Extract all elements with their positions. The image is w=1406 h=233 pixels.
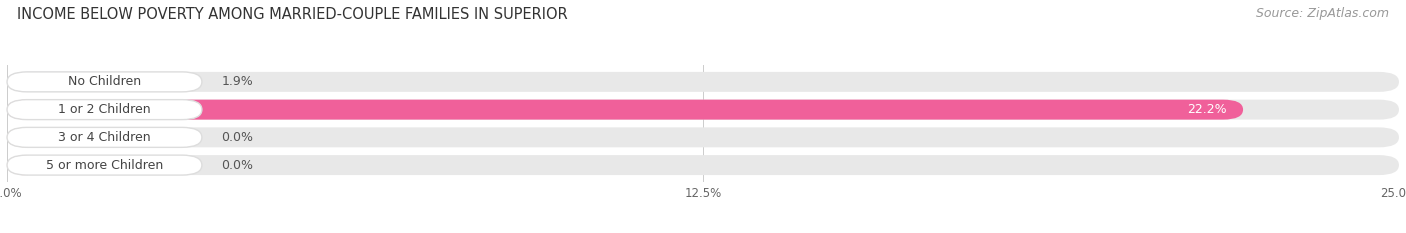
Text: 5 or more Children: 5 or more Children <box>46 159 163 171</box>
FancyBboxPatch shape <box>7 155 41 175</box>
FancyBboxPatch shape <box>7 127 202 147</box>
FancyBboxPatch shape <box>7 127 41 147</box>
FancyBboxPatch shape <box>7 100 1399 120</box>
Text: 0.0%: 0.0% <box>221 159 253 171</box>
FancyBboxPatch shape <box>7 100 202 120</box>
Text: INCOME BELOW POVERTY AMONG MARRIED-COUPLE FAMILIES IN SUPERIOR: INCOME BELOW POVERTY AMONG MARRIED-COUPL… <box>17 7 568 22</box>
Text: 22.2%: 22.2% <box>1187 103 1226 116</box>
Text: Source: ZipAtlas.com: Source: ZipAtlas.com <box>1256 7 1389 20</box>
Text: 3 or 4 Children: 3 or 4 Children <box>58 131 150 144</box>
FancyBboxPatch shape <box>7 72 202 92</box>
FancyBboxPatch shape <box>7 72 1399 92</box>
FancyBboxPatch shape <box>7 155 202 175</box>
FancyBboxPatch shape <box>7 72 112 92</box>
FancyBboxPatch shape <box>7 127 1399 147</box>
FancyBboxPatch shape <box>7 155 1399 175</box>
Text: No Children: No Children <box>67 75 141 88</box>
Text: 1.9%: 1.9% <box>221 75 253 88</box>
Text: 0.0%: 0.0% <box>221 131 253 144</box>
Text: 1 or 2 Children: 1 or 2 Children <box>58 103 150 116</box>
FancyBboxPatch shape <box>7 100 1243 120</box>
